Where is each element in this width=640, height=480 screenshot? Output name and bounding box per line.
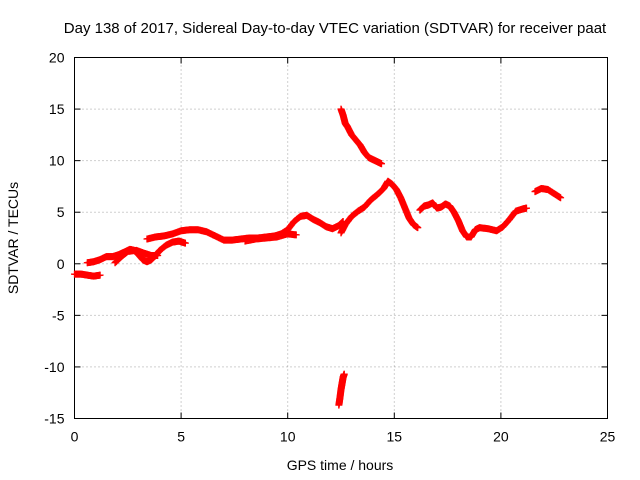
data-point-marker — [181, 239, 189, 247]
data-points — [71, 105, 565, 409]
data-point-marker — [522, 204, 530, 212]
series-seg9 — [416, 199, 530, 241]
y-tick-label: 0 — [57, 256, 65, 272]
x-tick-label: 25 — [600, 429, 616, 445]
series-seg7 — [337, 105, 386, 168]
data-point-marker — [557, 194, 565, 202]
x-axis-label: GPS time / hours — [287, 457, 394, 473]
y-tick-label: -15 — [44, 411, 64, 427]
y-tick-label: -5 — [52, 307, 65, 323]
series-seg1 — [71, 270, 104, 280]
y-tick-label: -10 — [44, 359, 64, 375]
data-point-marker — [378, 160, 386, 168]
series-seg5 — [241, 230, 300, 245]
series-seg10 — [531, 184, 565, 202]
x-tick-label: 20 — [493, 429, 509, 445]
data-point-marker — [292, 231, 300, 239]
x-tick-label: 0 — [71, 429, 79, 445]
y-tick-label: 10 — [49, 153, 65, 169]
y-tick-label: 15 — [49, 101, 65, 117]
x-tick-label: 15 — [387, 429, 403, 445]
x-axis-ticks: 0 5 10 15 20 25 — [71, 57, 616, 445]
y-axis-ticks: -15 -10 -5 0 5 10 15 20 — [44, 50, 608, 427]
series-seg8 — [335, 370, 348, 409]
y-tick-label: 5 — [57, 204, 65, 220]
data-point-marker — [96, 271, 104, 279]
series-seg6 — [337, 177, 422, 237]
chart-title: Day 138 of 2017, Sidereal Day-to-day VTE… — [64, 20, 607, 37]
data-point-marker — [154, 252, 162, 260]
data-point-marker — [414, 224, 422, 232]
y-tick-label: 20 — [49, 50, 65, 66]
y-axis-label: SDTVAR / TECUs — [5, 182, 21, 294]
x-tick-label: 5 — [177, 429, 185, 445]
plot-frame — [74, 57, 608, 419]
series-seg3 — [111, 246, 162, 267]
x-tick-label: 10 — [280, 429, 296, 445]
data-point-marker — [340, 370, 348, 378]
